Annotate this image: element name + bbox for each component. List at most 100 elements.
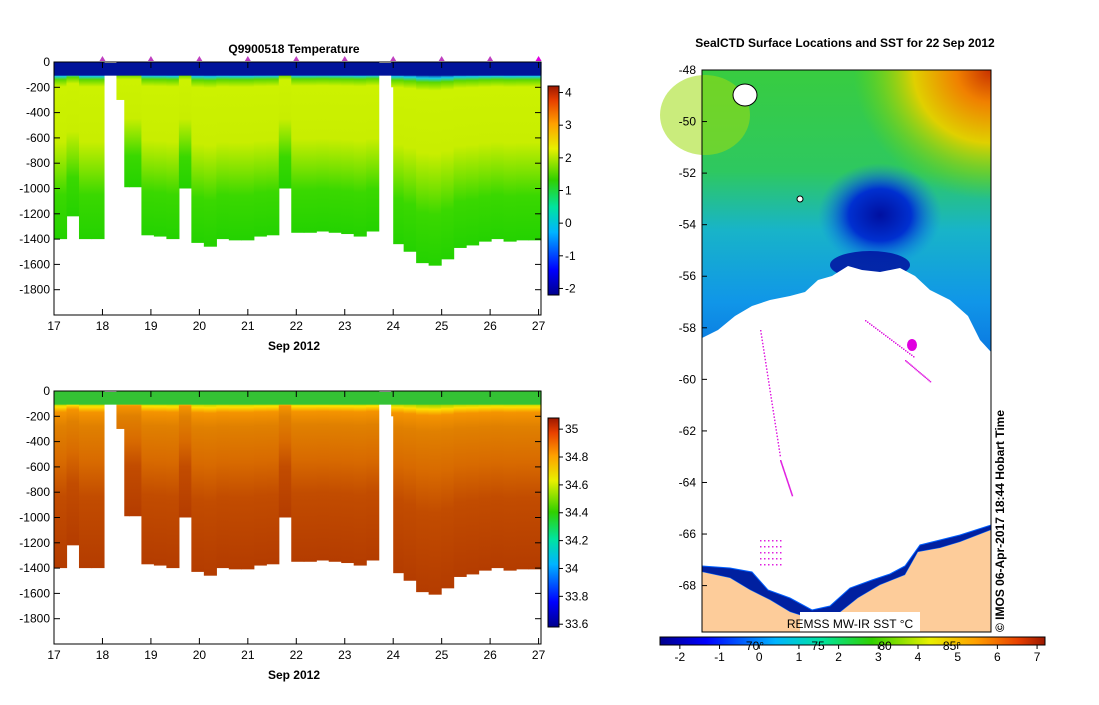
profile-column <box>203 391 217 576</box>
track-point <box>780 558 782 560</box>
colorbar-tick-label: 34.4 <box>565 506 589 520</box>
profile-column <box>428 391 442 595</box>
profile-marker <box>196 56 203 61</box>
y-tick-label: -1600 <box>19 257 50 271</box>
sst-colorbar-label: -1 <box>714 650 725 664</box>
lat-tick-label: -52 <box>679 166 697 180</box>
sst-colorbar <box>659 636 1046 646</box>
track-point <box>763 352 765 354</box>
profile-column <box>353 62 367 237</box>
track-point <box>768 552 770 554</box>
profile-column <box>453 62 467 248</box>
y-tick-label: -1400 <box>19 561 50 575</box>
profile-column <box>478 62 492 242</box>
sst-colorbar-label: 2 <box>835 650 842 664</box>
x-tick-label: 20 <box>193 319 207 333</box>
salinity-colorbar <box>547 417 560 628</box>
lat-tick-label: -64 <box>679 475 697 489</box>
track-point <box>760 546 762 548</box>
temperature-data-area <box>54 62 542 315</box>
y-tick-label: -200 <box>26 80 50 94</box>
track-point <box>881 332 883 334</box>
track-point <box>788 484 790 486</box>
profile-column <box>403 391 417 581</box>
profile-column <box>503 391 517 571</box>
sst-source-label: REMSS MW-IR SST °C <box>787 617 914 631</box>
track-point <box>780 460 782 462</box>
surface-layer <box>54 63 541 76</box>
track-point <box>768 540 770 542</box>
track-point <box>905 350 907 352</box>
track-point <box>924 376 926 378</box>
missing-data-gap <box>379 87 394 315</box>
profile-column <box>78 391 93 569</box>
y-tick-label: -800 <box>26 485 50 499</box>
x-tick-label: 24 <box>387 648 401 662</box>
sst-colorbar-label: -2 <box>675 650 686 664</box>
profile-column <box>66 391 80 546</box>
salinity-x-axis: 17 18 19 20 21 22 23 24 25 26 27 <box>47 391 546 662</box>
salinity-y-axis: 0 -200 -400 -600 -800 -1000 -1200 -1400 -1600 -18… <box>19 384 541 626</box>
y-tick-label: 0 <box>43 384 50 398</box>
track-point <box>786 480 789 482</box>
profile-column <box>416 62 430 264</box>
track-point <box>774 422 776 425</box>
profile-column <box>391 391 405 574</box>
sst-colorbar-label: 0 <box>756 650 763 664</box>
profile-column <box>353 391 367 566</box>
temperature-y-axis: 0 -200 -400 -600 -800 -1000 -1200 -1400 -1600 -18… <box>19 55 541 297</box>
sst-colorbar-label: 4 <box>915 650 922 664</box>
lat-tick-label: -66 <box>679 527 697 541</box>
track-point <box>893 341 895 343</box>
track-point <box>772 410 774 412</box>
colorbar-tick-label: -2 <box>565 281 576 295</box>
profile-column <box>316 62 330 232</box>
profile-column <box>54 391 68 569</box>
track-point <box>768 384 770 386</box>
y-tick-label: -600 <box>26 131 50 145</box>
lat-tick-label: -48 <box>679 63 697 77</box>
track-point <box>789 488 792 491</box>
colorbar-tick-label: 33.8 <box>565 589 589 603</box>
x-tick-label: 26 <box>483 648 497 662</box>
current-position-cluster <box>907 339 917 351</box>
track-point <box>777 442 779 444</box>
profile-column <box>366 391 380 561</box>
sst-colorbar-label: 5 <box>954 650 961 664</box>
track-point <box>901 347 903 349</box>
profile-marker <box>438 56 445 61</box>
profile-column <box>141 391 155 565</box>
track-point <box>780 540 782 542</box>
y-tick-label: -1800 <box>19 612 50 626</box>
profile-marker <box>390 56 397 61</box>
x-tick-label: 19 <box>144 648 158 662</box>
y-tick-label: -800 <box>26 156 50 170</box>
track-point <box>780 552 782 554</box>
x-tick-label: 25 <box>435 648 449 662</box>
lat-tick-label: -56 <box>679 269 697 283</box>
track-point <box>791 494 794 497</box>
track-point <box>784 472 786 474</box>
profile-column <box>416 391 430 593</box>
track-point <box>879 330 881 332</box>
colorbar-tick-label: 34.2 <box>565 534 589 548</box>
colorbar-tick-label: 33.6 <box>565 617 589 631</box>
profile-markers <box>99 56 542 61</box>
track-point <box>905 360 907 362</box>
track-point <box>929 380 932 383</box>
y-tick-label: -1400 <box>19 232 50 246</box>
y-tick-label: -1800 <box>19 283 50 297</box>
heard-island <box>796 195 804 203</box>
track-point <box>775 426 777 428</box>
profile-column <box>403 62 417 252</box>
colorbar-tick-label: 34 <box>565 561 579 575</box>
track-point <box>920 373 923 375</box>
track-point <box>897 344 899 346</box>
track-point <box>764 546 766 548</box>
lat-tick-label: -50 <box>679 115 697 129</box>
y-tick-label: -400 <box>26 435 50 449</box>
track-point <box>783 470 786 473</box>
profile-column <box>78 62 93 240</box>
surface-layer <box>54 392 541 405</box>
track-point <box>776 546 778 548</box>
